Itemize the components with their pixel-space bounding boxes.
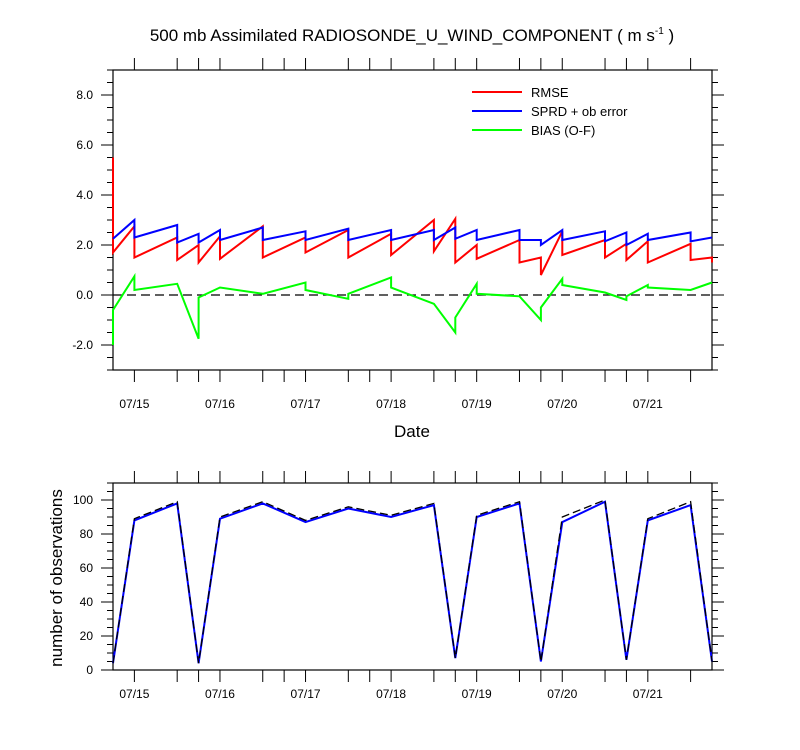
legend-label: SPRD + ob error	[531, 104, 628, 119]
y-tick-label: 80	[80, 527, 94, 541]
y-tick-label: 100	[73, 493, 93, 507]
x-tick-label: 07/19	[462, 687, 492, 701]
y-tick-label: 60	[80, 561, 94, 575]
legend: RMSE SPRD + ob error BIAS (O-F)	[472, 85, 628, 138]
x-tick-label: 07/20	[547, 687, 577, 701]
chart-title-main: 500 mb Assimilated RADIOSONDE_U_WIND_COM…	[150, 26, 655, 45]
x-tick-label: 07/21	[633, 687, 663, 701]
observations-panel: 0 20 40 60 80 100 07/15 07/16 07/17 07/18 07/19 07/…	[73, 471, 724, 701]
y-tick-label: 0.0	[76, 288, 93, 302]
x-tick-label: 07/18	[376, 687, 406, 701]
x-tick-label: 07/16	[205, 687, 235, 701]
y-tick-label: 2.0	[76, 238, 93, 252]
x-tick-label: 07/15	[119, 397, 149, 411]
series-line-1	[112, 500, 713, 664]
x-tick-label: 07/17	[291, 397, 321, 411]
series-line-1	[112, 157, 713, 276]
y-tick-label: 8.0	[76, 88, 93, 102]
x-tick-label: 07/17	[291, 687, 321, 701]
y-tick-label: 6.0	[76, 138, 93, 152]
y-tick-label: 4.0	[76, 188, 93, 202]
y-tick-label: 40	[80, 595, 94, 609]
legend-label: BIAS (O-F)	[531, 123, 595, 138]
chart-title-end: )	[664, 26, 674, 45]
x-tick-label: 07/19	[462, 397, 492, 411]
x-axis-title: Date	[394, 422, 430, 441]
y-tick-label: 0	[86, 663, 93, 677]
x-tick-label: 07/20	[547, 397, 577, 411]
series-line-3	[112, 272, 713, 345]
series-line-2	[112, 499, 713, 664]
series-line-2	[112, 217, 713, 247]
x-tick-label: 07/16	[205, 397, 235, 411]
x-tick-label: 07/18	[376, 397, 406, 411]
y-tick-label: 20	[80, 629, 94, 643]
x-tick-label: 07/21	[633, 397, 663, 411]
y-tick-label: -2.0	[72, 338, 93, 352]
chart-title: 500 mb Assimilated RADIOSONDE_U_WIND_COM…	[150, 26, 674, 45]
chart-title-superscript: -1	[655, 26, 664, 37]
y-axis-title: number of observations	[47, 489, 66, 667]
legend-label: RMSE	[531, 85, 569, 100]
wind-panel: -2.0 0.0 2.0 4.0 6.0 8.0 07/15 07/16 07/17 07/18 0…	[72, 58, 724, 411]
x-tick-label: 07/15	[119, 687, 149, 701]
